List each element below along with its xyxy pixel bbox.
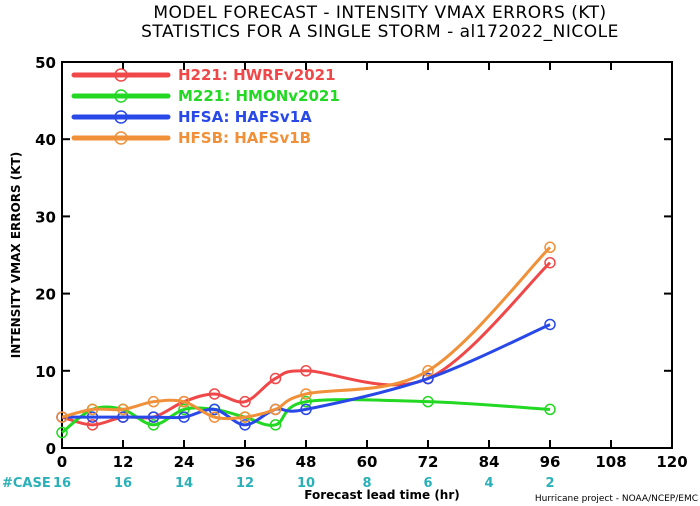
series-point-hfsa: [147, 411, 160, 423]
series-line-hfsb: [61, 246, 552, 421]
x-tick-label: 12: [113, 453, 134, 471]
series-point-hfsa: [178, 411, 190, 423]
x-tick-label: 120: [656, 453, 687, 471]
series-point-hfsa: [544, 318, 556, 331]
series-point-hfsb: [422, 365, 434, 377]
series-point-h221: [86, 419, 99, 431]
legend-marker-hfsb: [114, 131, 128, 145]
y-tick-label: 50: [35, 54, 56, 72]
x-tick-label: 96: [540, 453, 561, 471]
series-point-hfsa: [117, 411, 129, 423]
x-tick-label: 36: [235, 453, 256, 471]
series-point-hfsb: [269, 403, 282, 416]
series-point-m221: [147, 419, 160, 431]
x-tick-label: 60: [357, 453, 378, 471]
x-tick-label: 84: [479, 453, 500, 471]
legend-marker-h221: [114, 68, 128, 82]
series-line-hfsa: [62, 323, 551, 427]
case-count: 10: [297, 476, 315, 491]
series-point-h221: [239, 395, 251, 408]
legend-label-m221: M221: HMONv2021: [178, 87, 340, 105]
case-count: 14: [175, 476, 193, 491]
series-point-h221: [208, 388, 221, 400]
series-point-hfsa: [422, 372, 434, 385]
x-tick-label: 108: [595, 453, 626, 471]
series-point-hfsb: [147, 395, 160, 408]
series-point-hfsb: [117, 403, 129, 416]
series-point-hfsa: [239, 419, 251, 431]
series-point-h221: [544, 256, 556, 269]
case-count: 4: [484, 476, 493, 491]
case-count: 8: [362, 476, 371, 491]
x-tick-label: 72: [418, 453, 439, 471]
legend-marker-hfsa: [114, 110, 128, 124]
y-tick-label: 30: [35, 208, 56, 226]
case-label: #CASE: [2, 476, 51, 491]
series-point-hfsa: [300, 403, 312, 416]
legend-label-hfsa: HFSA: HAFSv1A: [178, 108, 312, 126]
x-tick-label: 0: [57, 453, 67, 471]
series-point-hfsb: [208, 411, 221, 423]
series-point-m221: [544, 403, 556, 416]
series-point-m221: [178, 403, 190, 416]
series-point-hfsb: [56, 411, 68, 423]
series-point-m221: [269, 419, 282, 431]
series-point-hfsa: [208, 403, 221, 416]
legend-marker-m221: [114, 89, 128, 103]
plot-frame: [61, 61, 673, 449]
case-count: 16: [53, 476, 71, 491]
y-tick-label: 10: [35, 363, 56, 381]
credit-text: Hurricane project - NOAA/NCEP/EMC: [535, 494, 698, 504]
x-tick-label: 24: [174, 453, 195, 471]
x-tick-label: 48: [296, 453, 317, 471]
legend: H221: HWRFv2021 M221: HMONv2021 HFSA: HAFS…: [71, 66, 340, 147]
series-point-hfsb: [178, 395, 190, 408]
series-point-hfsa: [86, 411, 99, 423]
chart-title-line2: STATISTICS FOR A SINGLE STORM - al172022…: [141, 22, 619, 42]
case-count: 16: [114, 476, 132, 491]
series-point-hfsb: [239, 411, 251, 423]
y-axis-label: INTENSITY VMAX ERRORS (KT): [9, 152, 23, 358]
series-point-h221: [269, 372, 282, 385]
x-axis-label: Forecast lead time (hr): [304, 488, 460, 502]
series-point-m221: [56, 426, 68, 439]
series-point-hfsb: [300, 388, 312, 400]
chart-title-line1: MODEL FORECAST - INTENSITY VMAX ERRORS (…: [153, 3, 606, 23]
y-tick-label: 0: [46, 440, 56, 458]
series-point-h221: [300, 365, 312, 377]
y-tick-label: 40: [35, 131, 56, 149]
series-point-hfsb: [544, 241, 556, 254]
series-point-hfsb: [86, 403, 99, 416]
legend-label-hfsb: HFSB: HAFSv1B: [178, 129, 311, 147]
case-count: 12: [236, 476, 254, 491]
case-count: 2: [545, 476, 554, 491]
series-layer: [56, 241, 556, 439]
y-tick-label: 20: [35, 286, 56, 304]
legend-label-h221: H221: HWRFv2021: [178, 66, 336, 84]
case-count: 6: [423, 476, 432, 491]
series-point-m221: [422, 395, 434, 408]
series-point-m221: [300, 395, 312, 408]
